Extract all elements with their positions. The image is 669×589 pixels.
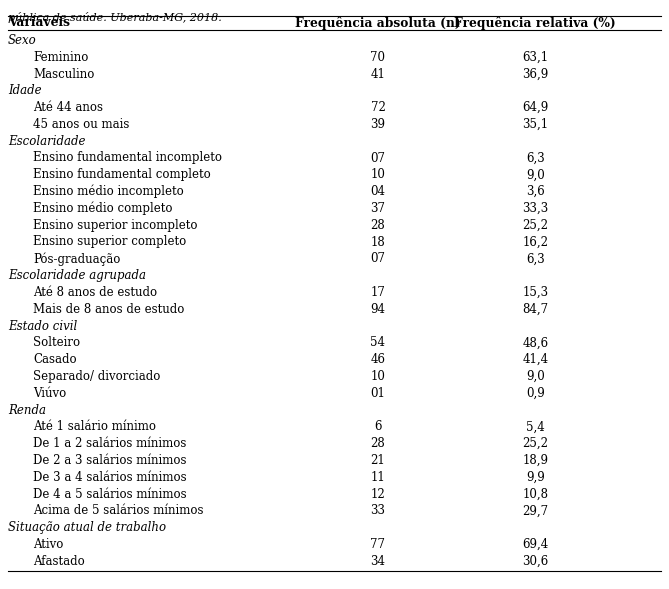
Text: 33,3: 33,3: [522, 202, 549, 215]
Text: Frequência absoluta (n): Frequência absoluta (n): [295, 16, 461, 30]
Text: Ensino superior incompleto: Ensino superior incompleto: [33, 219, 198, 231]
Text: Sexo: Sexo: [8, 34, 37, 47]
Text: 41,4: 41,4: [522, 353, 549, 366]
Text: Idade: Idade: [8, 84, 41, 97]
Text: 35,1: 35,1: [522, 118, 549, 131]
Text: 72: 72: [371, 101, 385, 114]
Text: 07: 07: [371, 151, 385, 164]
Text: 48,6: 48,6: [522, 336, 549, 349]
Text: 6,3: 6,3: [526, 151, 545, 164]
Text: 46: 46: [371, 353, 385, 366]
Text: 12: 12: [371, 488, 385, 501]
Text: Solteiro: Solteiro: [33, 336, 80, 349]
Text: 18,9: 18,9: [522, 454, 548, 467]
Text: 30,6: 30,6: [522, 555, 549, 568]
Text: 3,6: 3,6: [526, 185, 545, 198]
Text: 16,2: 16,2: [522, 236, 548, 249]
Text: 10,8: 10,8: [522, 488, 548, 501]
Text: Acima de 5 salários mínimos: Acima de 5 salários mínimos: [33, 504, 204, 517]
Text: Estado civil: Estado civil: [8, 319, 78, 333]
Text: Ensino médio completo: Ensino médio completo: [33, 201, 173, 215]
Text: Ensino fundamental completo: Ensino fundamental completo: [33, 168, 211, 181]
Text: 01: 01: [371, 387, 385, 400]
Text: 64,9: 64,9: [522, 101, 549, 114]
Text: Renda: Renda: [8, 403, 46, 416]
Text: Viúvo: Viúvo: [33, 387, 67, 400]
Text: 34: 34: [371, 555, 385, 568]
Text: 45 anos ou mais: 45 anos ou mais: [33, 118, 130, 131]
Text: 41: 41: [371, 68, 385, 81]
Text: 29,7: 29,7: [522, 504, 549, 517]
Text: 04: 04: [371, 185, 385, 198]
Text: Até 8 anos de estudo: Até 8 anos de estudo: [33, 286, 158, 299]
Text: 6: 6: [374, 421, 382, 434]
Text: Separado/ divorciado: Separado/ divorciado: [33, 370, 161, 383]
Text: 9,0: 9,0: [526, 370, 545, 383]
Text: 84,7: 84,7: [522, 303, 549, 316]
Text: De 2 a 3 salários mínimos: De 2 a 3 salários mínimos: [33, 454, 187, 467]
Text: 25,2: 25,2: [522, 437, 548, 450]
Text: Variáveis: Variáveis: [8, 16, 70, 29]
Text: pública de saúde. Uberaba-MG, 2018.: pública de saúde. Uberaba-MG, 2018.: [8, 12, 222, 23]
Text: Até 1 salário mínimo: Até 1 salário mínimo: [33, 421, 157, 434]
Text: 25,2: 25,2: [522, 219, 548, 231]
Text: De 4 a 5 salários mínimos: De 4 a 5 salários mínimos: [33, 488, 187, 501]
Text: 9,9: 9,9: [526, 471, 545, 484]
Text: 15,3: 15,3: [522, 286, 549, 299]
Text: Ativo: Ativo: [33, 538, 64, 551]
Text: 36,9: 36,9: [522, 68, 549, 81]
Text: 6,3: 6,3: [526, 252, 545, 265]
Text: Escolaridade agrupada: Escolaridade agrupada: [8, 269, 146, 282]
Text: 10: 10: [371, 168, 385, 181]
Text: 37: 37: [371, 202, 385, 215]
Text: Mais de 8 anos de estudo: Mais de 8 anos de estudo: [33, 303, 185, 316]
Text: 28: 28: [371, 437, 385, 450]
Text: Feminino: Feminino: [33, 51, 89, 64]
Text: 70: 70: [371, 51, 385, 64]
Text: De 1 a 2 salários mínimos: De 1 a 2 salários mínimos: [33, 437, 187, 450]
Text: 21: 21: [371, 454, 385, 467]
Text: 39: 39: [371, 118, 385, 131]
Text: 77: 77: [371, 538, 385, 551]
Text: 69,4: 69,4: [522, 538, 549, 551]
Text: 63,1: 63,1: [522, 51, 549, 64]
Text: 10: 10: [371, 370, 385, 383]
Text: 5,4: 5,4: [526, 421, 545, 434]
Text: 9,0: 9,0: [526, 168, 545, 181]
Text: Até 44 anos: Até 44 anos: [33, 101, 104, 114]
Text: 07: 07: [371, 252, 385, 265]
Text: Ensino superior completo: Ensino superior completo: [33, 236, 187, 249]
Text: Escolaridade: Escolaridade: [8, 135, 86, 148]
Text: 17: 17: [371, 286, 385, 299]
Text: 11: 11: [371, 471, 385, 484]
Text: De 3 a 4 salários mínimos: De 3 a 4 salários mínimos: [33, 471, 187, 484]
Text: Ensino médio incompleto: Ensino médio incompleto: [33, 185, 184, 198]
Text: Casado: Casado: [33, 353, 77, 366]
Text: 18: 18: [371, 236, 385, 249]
Text: Situação atual de trabalho: Situação atual de trabalho: [8, 521, 166, 534]
Text: 94: 94: [371, 303, 385, 316]
Text: 0,9: 0,9: [526, 387, 545, 400]
Text: Masculino: Masculino: [33, 68, 95, 81]
Text: 28: 28: [371, 219, 385, 231]
Text: 54: 54: [371, 336, 385, 349]
Text: 33: 33: [371, 504, 385, 517]
Text: Pós-graduação: Pós-graduação: [33, 252, 121, 266]
Text: Afastado: Afastado: [33, 555, 85, 568]
Text: Ensino fundamental incompleto: Ensino fundamental incompleto: [33, 151, 223, 164]
Text: Frequência relativa (%): Frequência relativa (%): [454, 16, 616, 30]
